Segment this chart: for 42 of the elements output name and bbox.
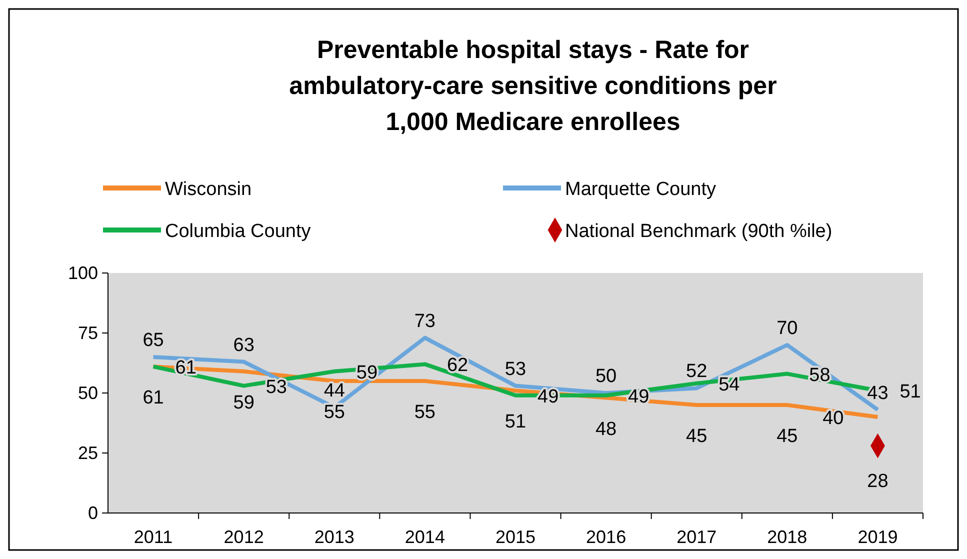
data-label: 53 xyxy=(504,358,526,380)
legend-label: National Benchmark (90th %ile) xyxy=(565,221,832,242)
x-tick-label: 2012 xyxy=(224,527,264,547)
data-label: 52 xyxy=(686,361,708,382)
data-label: 43 xyxy=(867,382,888,404)
x-tick-label: 2011 xyxy=(134,527,173,547)
data-label: 62 xyxy=(446,355,468,376)
data-label: 61 xyxy=(142,388,164,409)
chart-title: Preventable hospital stays - Rate for ambulatory-care sensitive conditions per 1,000 Medicare enrollees xyxy=(289,36,778,136)
data-label: 45 xyxy=(776,426,798,447)
data-label: 70 xyxy=(776,318,798,339)
x-tick-label: 2018 xyxy=(767,527,808,547)
data-label: 65 xyxy=(142,330,164,351)
x-tick-label: 2013 xyxy=(314,527,354,547)
x-tick-label: 2016 xyxy=(586,527,626,547)
x-tick-label: 2015 xyxy=(495,527,536,547)
data-label: 28 xyxy=(867,470,888,492)
y-tick-label: 100 xyxy=(68,263,98,283)
data-label: 61 xyxy=(175,358,196,379)
data-label: 45 xyxy=(686,426,708,447)
data-label: 63 xyxy=(233,334,254,356)
data-label: 59 xyxy=(233,392,254,414)
y-tick-label: 0 xyxy=(88,503,98,523)
legend-label: Columbia County xyxy=(165,221,312,242)
data-label: 55 xyxy=(324,402,345,423)
data-label: 50 xyxy=(595,366,617,387)
legend-label: Marquette County xyxy=(565,179,717,200)
data-label: 73 xyxy=(414,310,436,332)
data-label: 40 xyxy=(822,408,844,429)
data-label: 53 xyxy=(266,376,287,398)
legend-label: Wisconsin xyxy=(165,179,252,200)
x-tick-label: 2017 xyxy=(676,527,717,547)
x-tick-label: 2019 xyxy=(858,527,898,547)
data-label: 44 xyxy=(324,380,346,402)
data-label: 51 xyxy=(900,382,921,403)
data-label: 48 xyxy=(595,418,617,440)
data-label: 51 xyxy=(504,412,526,433)
y-tick-label: 25 xyxy=(78,443,98,463)
y-tick-label: 75 xyxy=(78,323,98,343)
data-label: 55 xyxy=(414,402,436,423)
y-tick-label: 50 xyxy=(78,383,98,403)
x-tick-label: 2014 xyxy=(404,527,445,547)
